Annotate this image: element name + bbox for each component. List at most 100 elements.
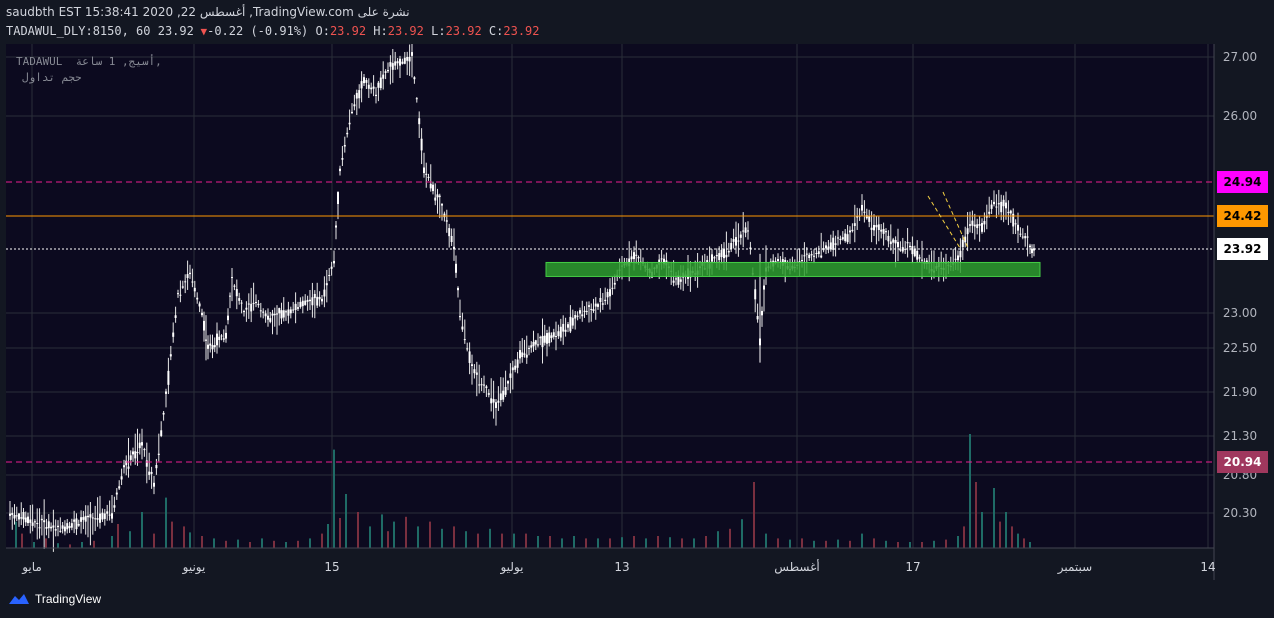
candle-body xyxy=(399,58,401,66)
candle-body xyxy=(675,278,677,280)
candle-body xyxy=(861,204,863,211)
candle-body xyxy=(846,234,849,243)
price-chart[interactable]: 27.0026.0023.0022.5021.9021.3020.8020.30… xyxy=(0,0,1274,584)
candle-body xyxy=(245,307,248,310)
volume-bar xyxy=(1011,526,1013,548)
candle-body xyxy=(292,309,295,311)
candle-body xyxy=(571,317,574,326)
candle-body xyxy=(581,314,584,317)
grid xyxy=(6,44,1214,548)
volume-bar xyxy=(705,536,707,548)
volume-bar xyxy=(501,533,503,548)
chart-header: saudbth EST 15:38:41 2020 ,22 أغسطس ,Tra… xyxy=(0,0,1274,44)
candle-body xyxy=(606,291,609,298)
candle-body xyxy=(552,332,555,337)
candle-body xyxy=(269,318,272,322)
candle-body xyxy=(372,86,375,89)
candle-body xyxy=(988,211,991,214)
candle-body xyxy=(530,345,533,348)
candle-body xyxy=(115,492,118,495)
candle-body xyxy=(89,514,92,518)
candle-body xyxy=(84,515,87,522)
candle-body xyxy=(191,281,194,283)
candle-body xyxy=(1021,236,1024,238)
candle-body xyxy=(432,184,434,192)
candle-body xyxy=(337,192,339,204)
candle-body xyxy=(997,203,1000,205)
candle-body xyxy=(672,280,675,283)
candle-body xyxy=(909,245,911,248)
y-tick-label: 20.30 xyxy=(1223,506,1257,520)
candle-body xyxy=(885,231,887,233)
candle-body xyxy=(808,254,811,259)
candle-body xyxy=(225,332,227,339)
candle-body xyxy=(436,194,439,198)
candle-body xyxy=(832,237,835,250)
candle-body xyxy=(853,223,856,226)
candle-body xyxy=(777,259,779,262)
candle-body xyxy=(403,57,406,64)
candle-body xyxy=(916,250,919,260)
candle-body xyxy=(150,471,153,474)
current-price-tag: 23.92 xyxy=(1217,238,1268,260)
candle-body xyxy=(123,465,125,468)
candle-body xyxy=(68,525,71,529)
volume-bar xyxy=(825,540,827,548)
open-value: 23.92 xyxy=(329,24,367,38)
footer xyxy=(0,584,1274,618)
candle-body xyxy=(555,336,557,338)
candle-body xyxy=(805,253,808,255)
candle-body xyxy=(1026,236,1029,238)
candle-body xyxy=(287,309,290,316)
candle-body xyxy=(50,526,53,529)
candle-body xyxy=(15,515,18,517)
candle-body xyxy=(148,471,151,475)
candle-body xyxy=(723,248,725,259)
volume-bar xyxy=(261,538,263,548)
green-support-zone xyxy=(545,261,1041,277)
candle-body xyxy=(964,236,967,243)
candle-body xyxy=(976,224,979,229)
candle-body xyxy=(411,52,413,56)
volume-bar xyxy=(657,536,659,548)
candle-body xyxy=(134,451,137,459)
candle-body xyxy=(597,304,599,307)
candle-body xyxy=(870,227,873,230)
tradingview-brand: TradingView xyxy=(35,592,102,606)
volume-bar xyxy=(897,542,899,548)
candle-body xyxy=(590,308,593,310)
candle-body xyxy=(278,308,281,314)
candle-body xyxy=(839,238,842,240)
volume-bar xyxy=(393,521,395,548)
candle-body xyxy=(365,80,368,83)
open-label: O: xyxy=(315,24,330,38)
volume-bar xyxy=(15,521,17,548)
candle-body xyxy=(271,313,274,316)
candle-body xyxy=(557,331,560,337)
candle-body xyxy=(375,94,377,96)
tradingview-logo[interactable]: TradingView xyxy=(8,592,101,606)
candle-body xyxy=(351,111,353,114)
candle-body xyxy=(820,255,823,258)
orange-line-price-tag: 24.42 xyxy=(1217,205,1268,227)
x-tick-label: يوليو xyxy=(499,560,523,575)
candle-body xyxy=(209,343,212,346)
candle-body xyxy=(169,354,172,357)
volume-bar xyxy=(813,540,815,548)
candle-body xyxy=(457,287,459,291)
candle-body xyxy=(299,301,302,308)
candle-body xyxy=(323,289,326,297)
y-tick-label: 21.90 xyxy=(1223,385,1257,399)
candle-body xyxy=(882,228,885,234)
candle-body xyxy=(252,302,255,304)
candle-body xyxy=(459,315,461,318)
candle-body xyxy=(983,220,986,225)
candle-body xyxy=(24,517,27,523)
candle-body xyxy=(132,451,134,455)
candle-body xyxy=(483,384,485,386)
candle-body xyxy=(255,301,257,303)
candle-body xyxy=(514,365,517,370)
candle-body xyxy=(534,340,537,345)
candle-body xyxy=(96,518,99,520)
volume-bars xyxy=(15,434,1031,548)
